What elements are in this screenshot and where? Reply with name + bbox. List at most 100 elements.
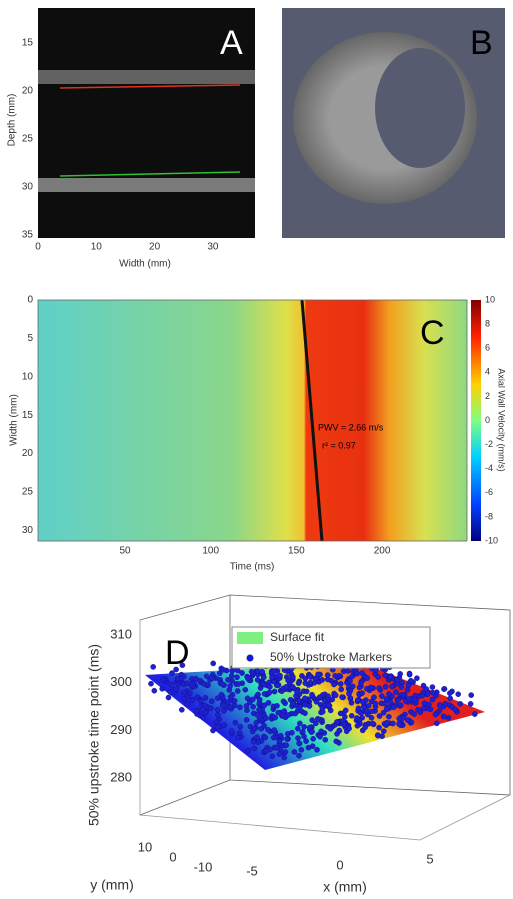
marker	[225, 677, 231, 683]
marker	[379, 693, 385, 699]
marker	[420, 705, 427, 712]
marker	[210, 727, 216, 734]
marker	[280, 698, 287, 705]
tick-label: 0	[35, 242, 41, 253]
tick-label: 25	[22, 134, 34, 145]
tick-label: 5	[27, 333, 33, 344]
legend-swatch	[246, 654, 254, 662]
marker	[376, 713, 383, 719]
tick-label: 30	[207, 242, 219, 253]
marker	[298, 747, 305, 753]
marker	[255, 691, 261, 698]
marker	[234, 688, 241, 694]
marker	[325, 702, 332, 709]
marker	[331, 681, 337, 688]
tick-label: 0	[27, 295, 33, 306]
tick-label: -8	[485, 511, 493, 521]
marker	[261, 681, 268, 688]
marker	[184, 680, 190, 687]
marker	[436, 702, 443, 708]
marker	[266, 689, 273, 696]
marker	[348, 713, 355, 719]
tick-label: 20	[22, 448, 34, 459]
marker	[468, 692, 475, 698]
marker	[243, 717, 250, 723]
marker	[380, 709, 387, 716]
marker	[235, 734, 241, 741]
marker	[220, 666, 227, 673]
marker	[372, 700, 379, 707]
marker	[159, 686, 165, 692]
marker	[383, 696, 390, 702]
marker	[346, 725, 352, 732]
marker	[218, 691, 225, 698]
marker	[424, 690, 431, 697]
marker	[202, 695, 209, 701]
legend-label: Surface fit	[270, 630, 325, 644]
marker	[359, 690, 365, 696]
marker	[441, 686, 448, 692]
marker	[201, 681, 207, 687]
wave-front	[300, 299, 324, 542]
marker	[219, 681, 226, 688]
tick-label: 4	[485, 367, 490, 377]
marker	[406, 670, 413, 677]
marker	[319, 677, 326, 683]
marker	[309, 717, 316, 723]
marker	[425, 701, 432, 708]
marker	[263, 748, 270, 754]
marker	[314, 716, 321, 722]
marker	[307, 673, 313, 680]
tick-label: 0	[485, 415, 490, 425]
marker	[272, 714, 279, 721]
marker	[250, 704, 256, 710]
marker	[209, 698, 215, 705]
marker	[181, 696, 188, 702]
marker	[227, 683, 233, 689]
marker	[270, 734, 277, 741]
tick-label: 100	[202, 546, 219, 557]
marker	[309, 743, 316, 750]
ultrasound-image	[38, 8, 255, 238]
marker	[433, 720, 440, 727]
marker	[259, 669, 266, 675]
tick-label: 290	[110, 722, 132, 737]
tick-label: 10	[138, 839, 152, 854]
marker	[254, 734, 260, 741]
tick-label: 30	[22, 182, 34, 193]
tick-label: 35	[22, 230, 34, 241]
x-label: x (mm)	[323, 879, 367, 895]
marker	[369, 720, 376, 727]
marker	[267, 684, 273, 690]
marker	[398, 684, 405, 690]
marker	[345, 668, 351, 674]
marker	[237, 704, 243, 711]
marker	[383, 719, 390, 726]
marker	[467, 701, 474, 707]
marker	[359, 670, 365, 676]
marker	[283, 684, 290, 690]
marker	[394, 677, 400, 683]
tick-label: 6	[485, 343, 490, 353]
marker	[411, 711, 418, 717]
marker	[368, 708, 375, 715]
panel-letter: A	[220, 24, 243, 62]
marker	[165, 694, 172, 701]
marker	[452, 706, 459, 713]
marker	[299, 729, 306, 735]
marker	[197, 677, 204, 684]
marker	[349, 683, 356, 690]
marker	[148, 680, 154, 687]
marker	[362, 724, 368, 731]
colorbar	[471, 300, 481, 541]
marker	[393, 689, 399, 695]
marker	[210, 660, 216, 667]
marker	[307, 679, 314, 686]
marker	[208, 675, 215, 681]
marker	[389, 683, 395, 690]
marker	[349, 673, 356, 680]
marker	[404, 687, 411, 693]
tick-label: 15	[22, 410, 34, 421]
tick-label: 0	[336, 857, 343, 872]
